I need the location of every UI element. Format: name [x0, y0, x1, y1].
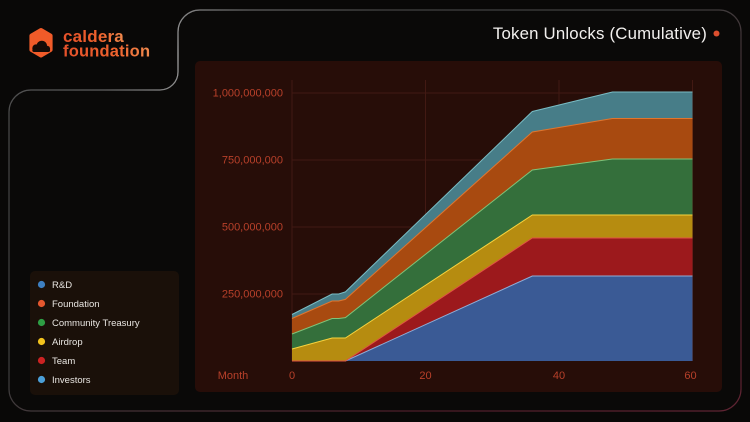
- svg-text:500,000,000: 500,000,000: [222, 222, 283, 234]
- svg-text:Month: Month: [218, 370, 249, 382]
- svg-text:R&D: R&D: [52, 280, 72, 291]
- svg-text:250,000,000: 250,000,000: [222, 289, 283, 301]
- svg-text:caldera: caldera: [63, 27, 124, 46]
- svg-text:40: 40: [553, 370, 565, 382]
- svg-text:60: 60: [684, 370, 696, 382]
- svg-text:Investors: Investors: [52, 375, 91, 386]
- svg-text:Team: Team: [52, 356, 75, 367]
- svg-text:Foundation: Foundation: [52, 299, 100, 310]
- svg-text:foundation: foundation: [63, 43, 150, 61]
- svg-text:Token Unlocks (Cumulative): Token Unlocks (Cumulative): [493, 24, 707, 43]
- svg-text:Airdrop: Airdrop: [52, 337, 83, 348]
- svg-text:750,000,000: 750,000,000: [222, 155, 283, 167]
- svg-text:1,000,000,000: 1,000,000,000: [213, 88, 283, 100]
- svg-text:20: 20: [419, 370, 431, 382]
- svg-text:Community Treasury: Community Treasury: [52, 318, 140, 329]
- svg-text:0: 0: [289, 370, 295, 382]
